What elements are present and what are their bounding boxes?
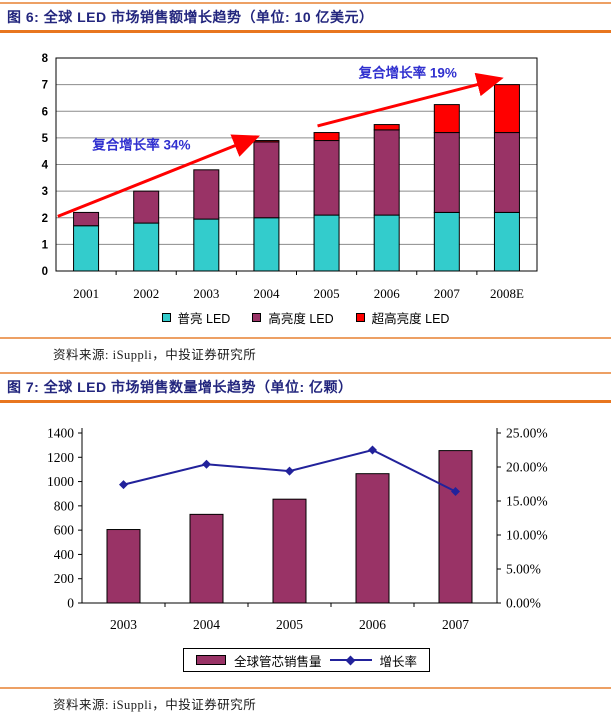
fig7-title: 图 7: 全球 LED 市场销售数量增长趋势（单位: 亿颗） [7, 379, 353, 395]
y-axis-tick-label: 0 [42, 266, 48, 278]
legend-label: 增长率 [379, 654, 418, 669]
annotation-text: 复合增长率 19% [358, 64, 457, 80]
x-axis-tick-label: 2002 [133, 286, 159, 301]
line-marker-diamond [451, 486, 460, 496]
fig6-legend: 普亮 LED 高亮度 LED 超高亮度 LED [0, 308, 611, 327]
divider [0, 372, 611, 374]
left-axis-tick-label: 0 [67, 596, 74, 611]
bar-segment [253, 141, 280, 219]
fig7-bar-line-chart: 0 200 400 600 800 1000 1200 1400 0.00% 5.00% 10.00… [47, 426, 548, 633]
x-axis-tick-label: 2006 [374, 286, 401, 301]
legend-line-marker-icon [329, 654, 372, 666]
fig6-stacked-bar-chart: 0 1 2 3 4 5 6 7 8 2001 2002 2003 2004 2005 2006 2007 200… [42, 53, 538, 301]
bar-segment [253, 140, 280, 143]
bar-segment [433, 104, 460, 134]
divider [0, 2, 611, 4]
bar-segment [433, 132, 460, 213]
bar-segment [193, 169, 220, 220]
right-axis-tick-label: 20.00% [506, 460, 548, 475]
x-axis-tick-label: 2006 [359, 617, 386, 632]
x-axis-tick-label: 2004 [193, 617, 220, 632]
bar-segment [73, 225, 100, 272]
x-axis-tick-label: 2004 [253, 286, 280, 301]
bar [106, 529, 141, 604]
left-axis-tick-label: 1400 [47, 426, 74, 441]
line-marker-diamond [368, 445, 377, 455]
legend-label: 超高亮度 LED [371, 312, 450, 326]
x-axis-tick-label: 2001 [73, 286, 99, 301]
bar [355, 473, 390, 604]
left-axis-tick-label: 1000 [47, 474, 74, 489]
divider [0, 400, 611, 403]
line-marker-diamond [202, 459, 211, 469]
bar-segment [253, 217, 280, 272]
fig6-source: 资料来源: iSuppli，中投证券研究所 [53, 348, 257, 362]
legend-item: 超高亮度 LED [355, 308, 450, 327]
annotation-text: 复合增长率 34% [91, 136, 190, 152]
legend-item: 高亮度 LED [252, 308, 334, 327]
bar-segment [313, 140, 340, 216]
x-axis-tick-label: 2007 [442, 617, 469, 632]
legend-label: 普亮 LED [177, 312, 231, 326]
bar [438, 450, 473, 604]
right-axis-tick-label: 0.00% [506, 596, 541, 611]
trend-arrow [57, 134, 260, 218]
left-axis-tick-label: 200 [54, 571, 75, 586]
y-axis-tick-label: 3 [42, 186, 48, 198]
x-axis-tick-label: 2005 [314, 286, 340, 301]
bar-segment [313, 214, 340, 272]
bar-segment [193, 218, 220, 272]
legend-label: 全球管芯销售量 [234, 654, 322, 669]
legend-item: 普亮 LED [161, 308, 231, 327]
legend-swatch-icon [252, 313, 262, 322]
bar [189, 513, 224, 604]
y-axis-tick-label: 4 [42, 160, 49, 172]
x-axis-tick-label: 2003 [110, 617, 137, 632]
y-axis-tick-label: 7 [42, 80, 48, 92]
left-axis-tick-label: 400 [54, 547, 75, 562]
divider [0, 30, 611, 33]
legend-swatch-icon [161, 313, 171, 322]
legend-swatch-icon [355, 313, 365, 322]
bar-segment [133, 222, 160, 272]
trend-arrow [317, 72, 504, 128]
bar-segment [493, 132, 520, 213]
x-axis-tick-label: 2007 [434, 286, 461, 301]
y-axis-tick-label: 2 [42, 213, 48, 225]
bar-segment [133, 190, 160, 224]
left-axis-tick-label: 1200 [47, 450, 74, 465]
x-axis-tick-label: 2005 [276, 617, 303, 632]
right-axis-tick-label: 25.00% [506, 426, 548, 441]
x-axis-tick-label: 2008E [490, 286, 524, 301]
right-axis-tick-label: 15.00% [506, 494, 548, 509]
left-axis-tick-label: 600 [54, 523, 75, 538]
bar [272, 498, 307, 604]
bar-segment [73, 211, 100, 227]
bar-segment [373, 214, 400, 272]
bar-segment [313, 132, 340, 142]
y-axis-tick-label: 5 [42, 133, 49, 145]
y-axis-tick-label: 1 [42, 239, 49, 251]
fig6-title: 图 6: 全球 LED 市场销售额增长趋势（单位: 10 亿美元） [7, 9, 374, 25]
left-axis-tick-label: 800 [54, 498, 75, 513]
bar-segment [433, 211, 460, 272]
right-axis-tick-label: 10.00% [506, 528, 548, 543]
divider [0, 687, 611, 689]
fig7-legend: 全球管芯销售量 增长率 [183, 648, 431, 672]
legend-bar-swatch-icon [196, 655, 226, 665]
legend-label: 高亮度 LED [268, 312, 334, 326]
bar-segment [373, 124, 400, 131]
line-marker-diamond [285, 466, 294, 476]
bar-segment [493, 211, 520, 272]
y-axis-tick-label: 8 [42, 53, 49, 65]
bar-segment [373, 129, 400, 216]
fig7-source: 资料来源: iSuppli，中投证券研究所 [53, 698, 257, 712]
bar-segment [493, 84, 520, 134]
y-axis-tick-label: 6 [42, 106, 48, 118]
line-marker-diamond [119, 480, 128, 490]
x-axis-tick-label: 2003 [193, 286, 219, 301]
divider [0, 337, 611, 339]
right-axis-tick-label: 5.00% [506, 562, 541, 577]
